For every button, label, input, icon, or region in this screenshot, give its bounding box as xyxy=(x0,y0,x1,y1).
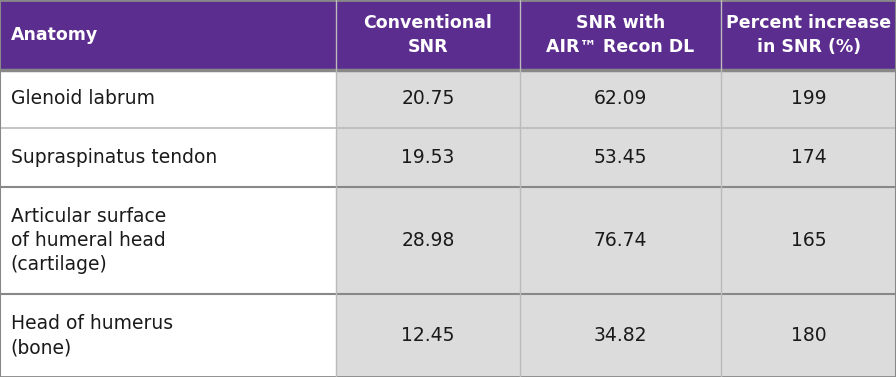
Bar xyxy=(0,128,336,187)
Bar xyxy=(0,70,336,128)
Text: Supraspinatus tendon: Supraspinatus tendon xyxy=(11,148,217,167)
Text: 165: 165 xyxy=(791,231,826,250)
Bar xyxy=(336,0,520,70)
Bar xyxy=(721,294,896,377)
Text: SNR with
AIR™ Recon DL: SNR with AIR™ Recon DL xyxy=(547,14,694,56)
Bar xyxy=(721,187,896,294)
Bar xyxy=(721,128,896,187)
Bar xyxy=(520,0,721,70)
Text: Articular surface
of humeral head
(cartilage): Articular surface of humeral head (carti… xyxy=(11,207,166,274)
Text: Conventional
SNR: Conventional SNR xyxy=(364,14,492,56)
Text: 62.09: 62.09 xyxy=(594,89,647,109)
Text: 174: 174 xyxy=(791,148,826,167)
Bar xyxy=(336,187,520,294)
Text: 76.74: 76.74 xyxy=(594,231,647,250)
Bar xyxy=(0,294,336,377)
Bar xyxy=(336,128,520,187)
Bar xyxy=(520,294,721,377)
Bar xyxy=(520,70,721,128)
Text: Glenoid labrum: Glenoid labrum xyxy=(11,89,155,109)
Text: 53.45: 53.45 xyxy=(594,148,647,167)
Bar xyxy=(0,0,336,70)
Bar xyxy=(336,294,520,377)
Text: Percent increase
in SNR (%): Percent increase in SNR (%) xyxy=(726,14,892,56)
Bar xyxy=(520,128,721,187)
Bar xyxy=(721,70,896,128)
Text: 12.45: 12.45 xyxy=(401,326,454,345)
Bar xyxy=(520,187,721,294)
Text: 199: 199 xyxy=(791,89,826,109)
Text: 34.82: 34.82 xyxy=(594,326,647,345)
Text: 19.53: 19.53 xyxy=(401,148,454,167)
Text: 180: 180 xyxy=(791,326,826,345)
Bar xyxy=(336,70,520,128)
Text: 20.75: 20.75 xyxy=(401,89,454,109)
Text: Anatomy: Anatomy xyxy=(11,26,98,44)
Bar xyxy=(0,187,336,294)
Text: Head of humerus
(bone): Head of humerus (bone) xyxy=(11,314,173,357)
Bar xyxy=(721,0,896,70)
Text: 28.98: 28.98 xyxy=(401,231,454,250)
